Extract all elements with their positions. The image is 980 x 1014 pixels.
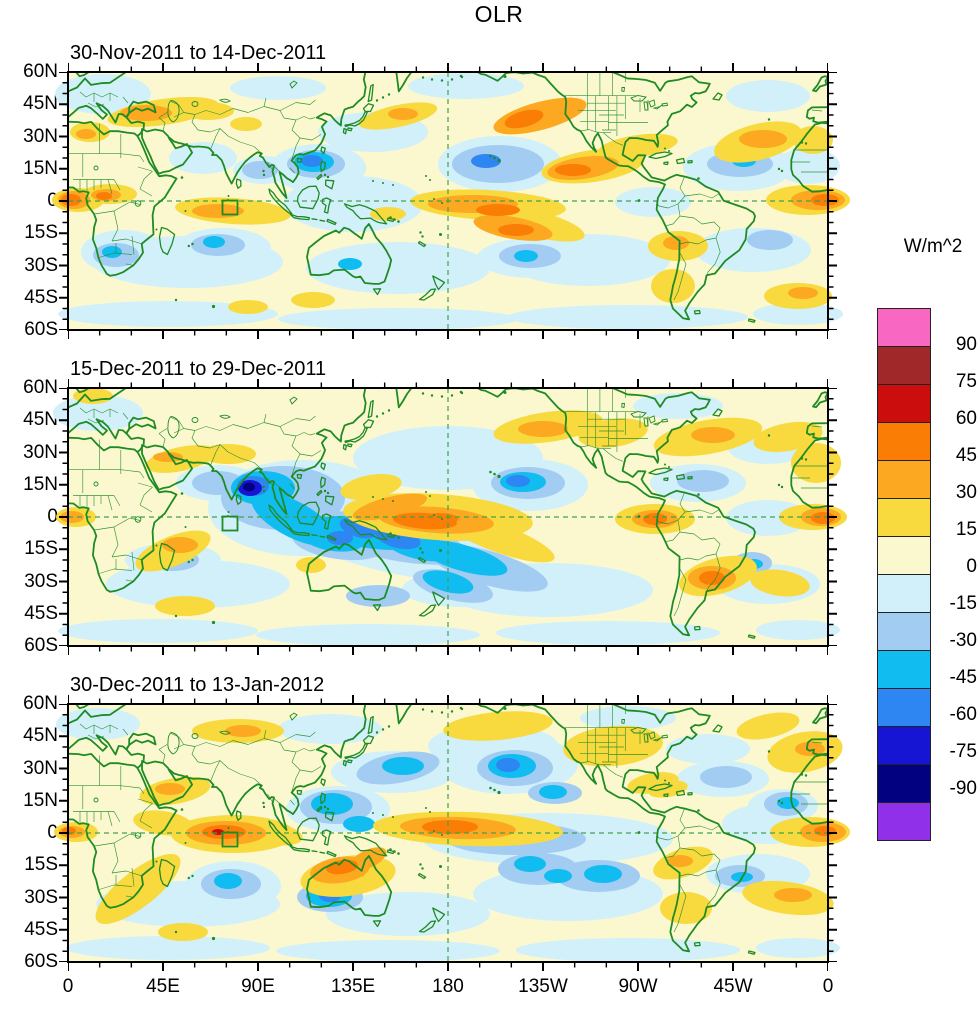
- colorbar-tick-label: -15: [949, 593, 977, 614]
- lat-tick-label: 45S: [24, 919, 58, 940]
- map-panel-2: [53, 388, 847, 646]
- lat-tick-label: 30S: [24, 887, 58, 908]
- colorbar-tick-label: -30: [949, 630, 977, 651]
- colorbar-tick-label: 45: [955, 445, 977, 466]
- lat-tick-label: 45N: [23, 93, 58, 114]
- lat-tick-label: 60N: [23, 61, 58, 82]
- lat-tick-label: 15S: [24, 222, 58, 243]
- lat-tick-label: 45N: [23, 725, 58, 746]
- colorbar-cell: [878, 461, 930, 499]
- colorbar-cell: [878, 385, 930, 423]
- colorbar-cell: [878, 613, 930, 651]
- colorbar: [877, 308, 931, 841]
- panel-3-title: 30-Dec-2011 to 13-Jan-2012: [70, 674, 325, 696]
- lat-tick-label: 15S: [24, 854, 58, 875]
- colorbar-cell: [878, 803, 930, 840]
- colorbar-cell: [878, 575, 930, 613]
- contour-layer: [54, 704, 850, 962]
- lon-tick-label: 0: [822, 976, 834, 997]
- lat-tick-label: 15N: [23, 790, 58, 811]
- lon-tick-label: 135E: [330, 976, 376, 997]
- lat-tick-label: 30N: [23, 126, 58, 147]
- lat-tick-label: 60N: [23, 693, 58, 714]
- colorbar-cell: [878, 689, 930, 727]
- lat-tick-label: 30N: [23, 758, 58, 779]
- lat-tick-label: 60S: [24, 319, 58, 340]
- lat-tick-label: 60S: [24, 635, 58, 656]
- lat-tick-label: 45S: [24, 287, 58, 308]
- colorbar-cell: [878, 765, 930, 803]
- lat-tick-label: 0: [0, 190, 58, 212]
- colorbar-units: W/m^2: [903, 236, 963, 257]
- lon-tick-label: 45W: [713, 976, 753, 997]
- colorbar-tick-label: -45: [949, 667, 977, 688]
- colorbar-cell: [878, 651, 930, 689]
- lat-tick-label: 60N: [23, 377, 58, 398]
- panel-1-title: 30-Nov-2011 to 14-Dec-2011: [70, 42, 327, 64]
- colorbar-tick-label: 75: [955, 371, 977, 392]
- lon-tick-label: 135W: [518, 976, 568, 997]
- lon-tick-label: 90E: [241, 976, 275, 997]
- lat-tick-label: 60S: [24, 951, 58, 972]
- lat-tick-label: 45N: [23, 409, 58, 430]
- colorbar-cell: [878, 499, 930, 537]
- colorbar-tick-label: 90: [955, 334, 977, 355]
- colorbar-cell: [878, 423, 930, 461]
- lat-tick-label: 30N: [23, 442, 58, 463]
- colorbar-tick-label: 30: [955, 482, 977, 503]
- lon-tick-label: 45E: [146, 976, 180, 997]
- colorbar-tick-label: -75: [949, 741, 977, 762]
- colorbar-cell: [878, 309, 930, 347]
- colorbar-tick-label: 0: [966, 556, 977, 577]
- colorbar-tick-label: 15: [955, 519, 977, 540]
- map-panel-3: [54, 704, 850, 962]
- lon-tick-label: 90W: [618, 976, 658, 997]
- colorbar-cell: [878, 537, 930, 575]
- lat-tick-label: 15N: [23, 474, 58, 495]
- lon-tick-label: 0: [62, 976, 74, 997]
- colorbar-tick-label: -60: [949, 704, 977, 725]
- lat-tick-label: 15S: [24, 538, 58, 559]
- lat-tick-label: 30S: [24, 571, 58, 592]
- map-panel-1: [52, 72, 850, 330]
- lat-tick-label: 30S: [24, 255, 58, 276]
- colorbar-tick-label: -90: [949, 778, 977, 799]
- lat-tick-label: 15N: [23, 158, 58, 179]
- colorbar-tick-label: 60: [955, 408, 977, 429]
- lon-tick-label: 180: [432, 976, 464, 997]
- page-title: OLR: [474, 1, 524, 27]
- panel-2-title: 15-Dec-2011 to 29-Dec-2011: [70, 358, 327, 380]
- colorbar-cell: [878, 727, 930, 765]
- lat-tick-label: 45S: [24, 603, 58, 624]
- lat-tick-label: 0: [47, 506, 58, 527]
- lat-tick-label: 0: [47, 822, 58, 843]
- colorbar-cell: [878, 347, 930, 385]
